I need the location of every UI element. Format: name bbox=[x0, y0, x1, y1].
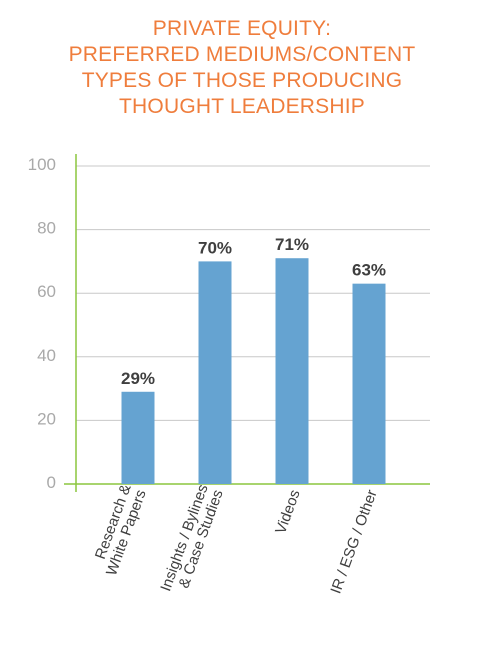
chart-title-line-2: PREFERRED MEDIUMS/CONTENT bbox=[68, 43, 416, 66]
chart-title-line-4: THOUGHT LEADERSHIP bbox=[119, 95, 365, 118]
x-category-label: Research &White Papers bbox=[92, 482, 150, 578]
x-category-label: IR / ESG / Other bbox=[327, 488, 380, 596]
chart-title-line-1: PRIVATE EQUITY: bbox=[152, 17, 332, 40]
x-tick-label: IR / ESG / Other bbox=[327, 488, 380, 596]
bar bbox=[121, 391, 155, 484]
y-tick-label: 60 bbox=[37, 282, 56, 301]
x-category-label: Videos bbox=[272, 488, 304, 537]
y-tick-label: 20 bbox=[37, 409, 56, 428]
data-label: 71% bbox=[275, 235, 309, 254]
bar bbox=[352, 283, 386, 484]
bar bbox=[198, 261, 232, 484]
y-tick-label: 40 bbox=[37, 346, 56, 365]
y-tick-label: 80 bbox=[37, 219, 56, 238]
x-tick-label: Videos bbox=[272, 488, 304, 537]
chart-title: PRIVATE EQUITY: PREFERRED MEDIUMS/CONTEN… bbox=[0, 16, 484, 120]
data-label: 63% bbox=[352, 261, 386, 280]
y-tick-label: 0 bbox=[47, 473, 56, 492]
data-label: 29% bbox=[121, 369, 155, 388]
bar bbox=[275, 258, 309, 484]
chart-title-line-3: TYPES OF THOSE PRODUCING bbox=[81, 69, 403, 92]
y-tick-label: 100 bbox=[28, 155, 56, 174]
x-category-label: Insights / Bylines& Case Studies bbox=[157, 482, 227, 594]
data-label: 70% bbox=[198, 238, 232, 257]
